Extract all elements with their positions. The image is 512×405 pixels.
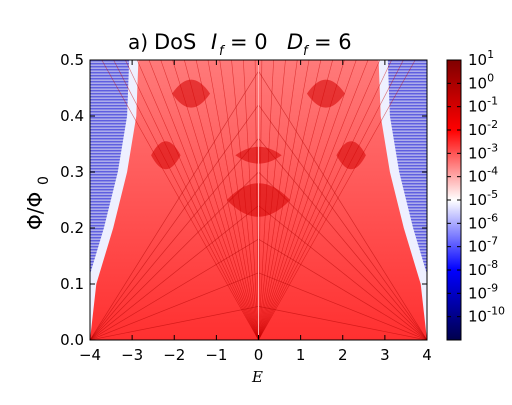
y-axis-label-text: Φ/Φ: [23, 192, 47, 230]
x-axis: −4 −3 −2 −1 0 1 2 3 4: [79, 60, 432, 364]
fan-line: [113, 60, 259, 340]
y-axis-label: Φ/Φ 0: [23, 176, 52, 230]
x-tick-label: −3: [121, 346, 143, 364]
fan-line: [101, 60, 259, 340]
fan-line: [148, 60, 259, 340]
colorbar-tick-exponent: 0: [487, 71, 494, 84]
fan-line: [258, 138, 427, 340]
colorbar-tick-label: 10-3: [468, 141, 498, 162]
fan-line: [258, 60, 392, 340]
y-axis-label-subscript: 0: [36, 176, 52, 185]
colorbar-tick-label: 10-2: [468, 118, 498, 139]
fan-line: [258, 71, 427, 340]
fan-line: [258, 60, 381, 340]
fan-line: [136, 60, 259, 340]
panel-label: a): [128, 30, 148, 54]
fan-line: [90, 71, 259, 340]
fan-line: [258, 60, 404, 340]
fan-line: [258, 60, 333, 340]
colorbar-tick-exponent: -10: [487, 305, 505, 318]
colorbar-tick-exponent: -3: [487, 141, 498, 154]
colorbar-tick-label: 10-1: [468, 95, 498, 116]
fan-line: [90, 238, 259, 340]
y-tick-label: 0.2: [60, 219, 84, 237]
colorbar-tick-label: 10-9: [468, 281, 498, 302]
y-axis: 0.0 0.1 0.2 0.3 0.4 0.5: [60, 51, 427, 349]
colorbar-tick-label: 10-4: [468, 165, 498, 186]
fan-line: [90, 272, 259, 340]
fan-line: [258, 272, 427, 340]
butterfly-lobe: [172, 79, 211, 108]
fan-line: [258, 306, 427, 340]
y-tick-label: 0.4: [60, 107, 84, 125]
x-tick-label: 4: [422, 346, 432, 364]
butterfly-lobe: [151, 141, 181, 170]
fan-line: [90, 205, 259, 340]
butterfly-lobe: [306, 79, 345, 108]
y-tick-label: 0.1: [60, 275, 84, 293]
fan-line: [258, 60, 357, 340]
title-eq2-subscript: f: [303, 44, 310, 59]
colorbar-tick-label: 100: [468, 71, 494, 92]
title-eq2-value: = 6: [314, 30, 352, 54]
x-tick-label: 0: [254, 346, 264, 364]
colorbar-tick-label: 10-8: [468, 258, 498, 279]
y-tick-label: 0.5: [60, 51, 84, 69]
title-eq1-subscript: f: [219, 44, 226, 59]
fan-line: [90, 138, 259, 340]
colorbar-tick-label: 10-10: [468, 305, 505, 326]
x-tick-label: 2: [338, 346, 348, 364]
colorbar-tick-label: 10-5: [468, 188, 498, 209]
fan-line: [90, 306, 259, 340]
fan-line: [125, 60, 259, 340]
colorbar-tick-exponent: -1: [487, 95, 498, 108]
colorbar-tick-label: 10-7: [468, 235, 498, 256]
colorbar-tick-exponent: -5: [487, 188, 498, 201]
title-prefix: DoS: [154, 30, 196, 54]
colorbar-tick-exponent: -8: [487, 258, 498, 271]
fan-line: [90, 104, 259, 340]
fan-line: [258, 205, 427, 340]
title-eq1-value: = 0: [230, 30, 268, 54]
colorbar-tick-exponent: -7: [487, 235, 498, 248]
fan-line: [258, 104, 427, 340]
x-axis-label: E: [251, 368, 263, 386]
x-tick-label: 1: [296, 346, 306, 364]
colorbar-tick-exponent: -9: [487, 281, 498, 294]
fan-line: [184, 60, 259, 340]
fan-line: [258, 60, 416, 340]
colorbar-tick-exponent: 1: [487, 48, 494, 61]
colorbar-tick-label: 10-6: [468, 211, 498, 232]
fan-line: [258, 238, 427, 340]
x-tick-label: −2: [163, 346, 185, 364]
chart-title: a) DoS I f = 0 D f = 6: [128, 30, 352, 59]
fan-line: [160, 60, 259, 340]
y-tick-label: 0.0: [60, 331, 84, 349]
colorbar-tick-label: 101: [468, 48, 494, 69]
title-eq1-symbol: I: [211, 30, 217, 54]
x-tick-label: −4: [79, 346, 101, 364]
colorbar-tick-exponent: -6: [487, 211, 498, 224]
x-tick-label: 3: [380, 346, 390, 364]
butterfly-lobe: [336, 141, 366, 170]
y-tick-label: 0.3: [60, 163, 84, 181]
butterfly-structure: [90, 60, 427, 340]
colorbar-tick-exponent: -4: [487, 165, 498, 178]
title-eq2-symbol: D: [287, 30, 303, 54]
colorbar-tick-exponent: -2: [487, 118, 498, 131]
x-tick-label: −1: [205, 346, 227, 364]
fan-line: [258, 60, 369, 340]
heatmap-area: [90, 60, 427, 340]
